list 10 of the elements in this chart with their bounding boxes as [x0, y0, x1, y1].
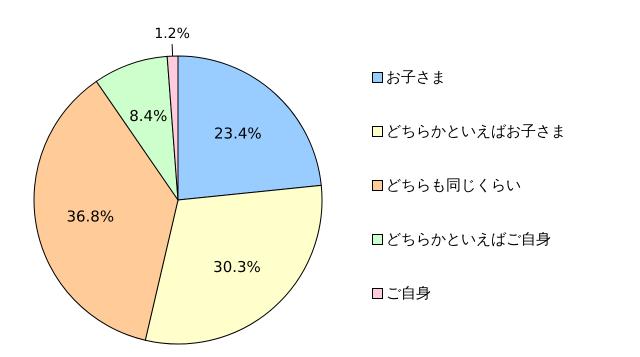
data-label: 36.8%	[66, 208, 114, 226]
legend-label: ご自身	[386, 284, 431, 302]
data-label: 1.2%	[154, 26, 190, 42]
legend-label: どちらかといえばお子さま	[386, 122, 566, 140]
legend-label: どちらかといえばご自身	[386, 230, 551, 248]
data-label: 23.4%	[214, 124, 262, 143]
data-label: 8.4%	[129, 106, 168, 125]
legend-label: お子さま	[386, 68, 446, 86]
data-label: 30.3%	[213, 258, 261, 276]
legend-label: どちらも同じくらい	[386, 176, 521, 194]
